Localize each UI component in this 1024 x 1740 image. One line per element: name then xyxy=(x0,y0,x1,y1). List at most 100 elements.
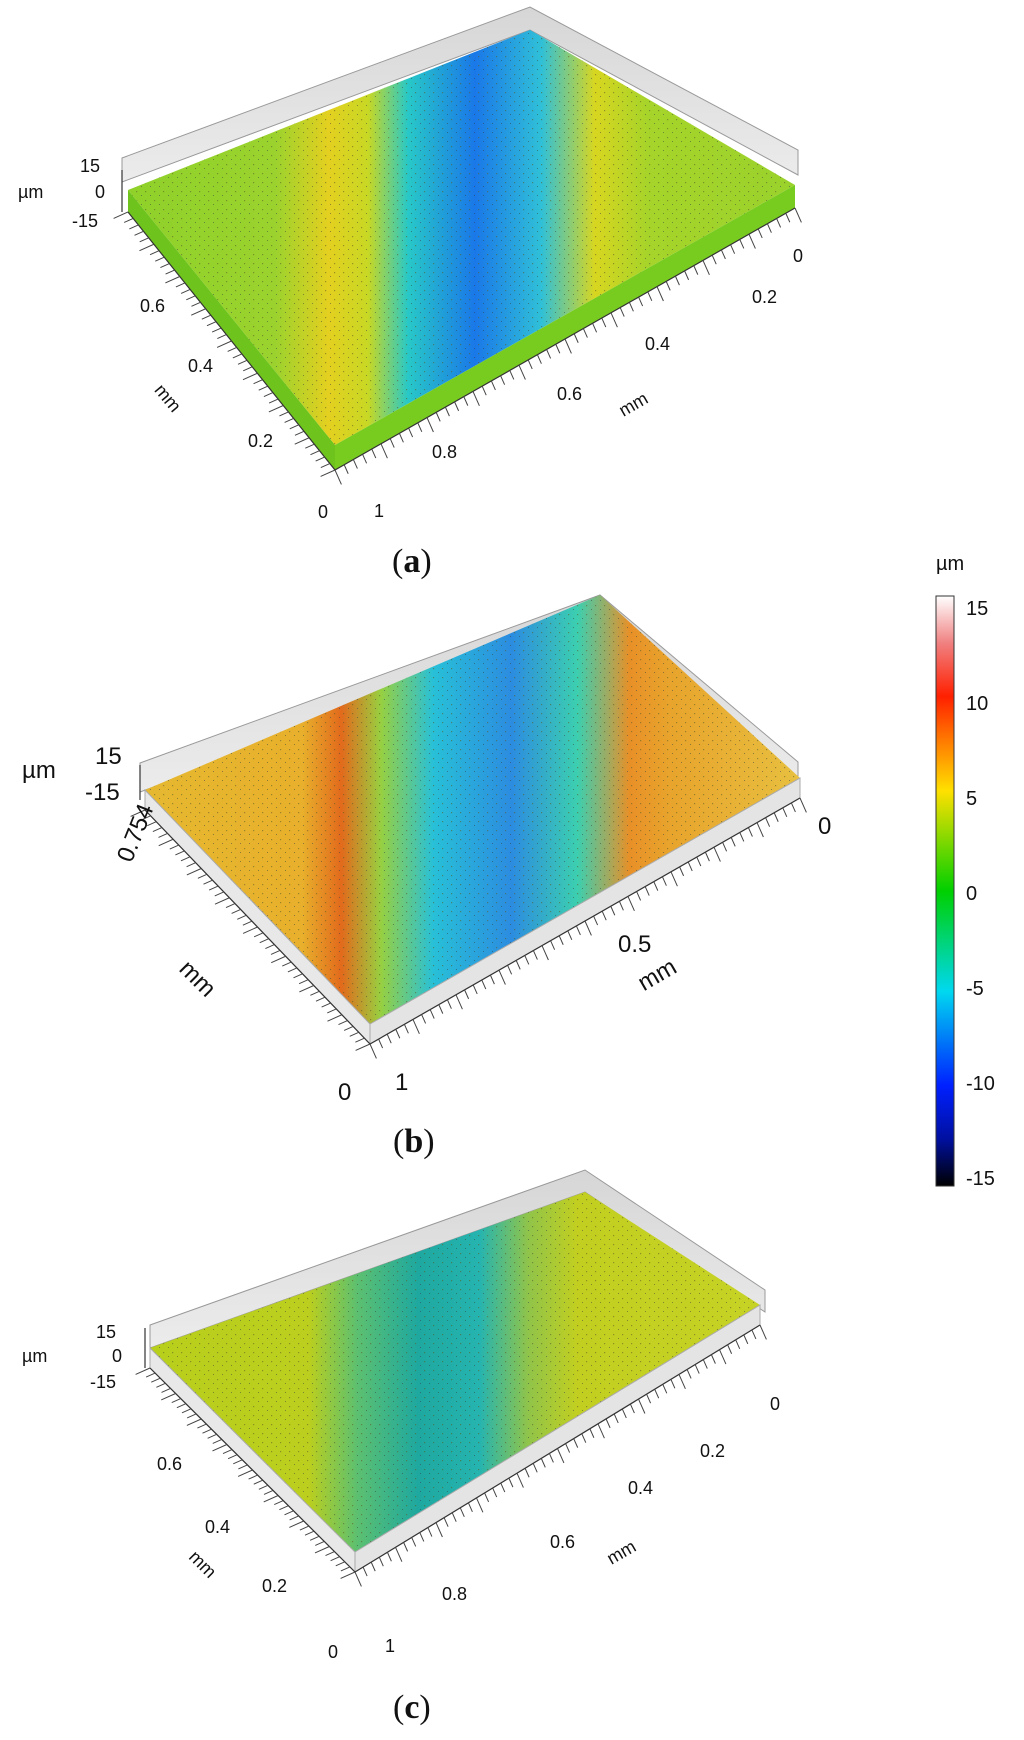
axis-tick-mark xyxy=(794,207,802,223)
y-unit: mm xyxy=(185,1547,220,1582)
axis-tick-mark xyxy=(203,879,213,885)
axis-tick-mark xyxy=(305,443,315,449)
axis-tick-mark xyxy=(208,885,219,891)
axis-tick-mark xyxy=(248,1474,258,1480)
axis-tick-mark xyxy=(315,1540,325,1546)
axis-tick-mark xyxy=(739,239,745,249)
y-unit: mm xyxy=(151,380,186,416)
axis-tick-mark xyxy=(597,1423,605,1439)
axis-tick-mark xyxy=(799,797,807,813)
axis-tick-mark xyxy=(258,1484,269,1490)
axis-tick-mark xyxy=(638,1398,646,1414)
axis-tick-mark xyxy=(298,979,309,985)
y-tick: 0.4 xyxy=(188,356,213,376)
axis-tick-mark xyxy=(557,1448,565,1464)
axis-tick-mark xyxy=(665,281,671,291)
axis-tick-mark xyxy=(165,269,175,275)
axis-tick-mark xyxy=(242,920,253,926)
axis-tick-mark xyxy=(759,1324,767,1340)
axis-tick-mark xyxy=(472,984,478,995)
axis-tick-mark xyxy=(289,1520,304,1528)
z-unit: µm xyxy=(18,182,43,202)
axis-tick-mark xyxy=(202,1428,212,1434)
panel-a: µm 15 0 -15 0.6 0.4 mm 0.2 0 1 0.8 0.6 m… xyxy=(18,6,803,580)
axis-tick-mark xyxy=(765,817,771,827)
axis-tick-mark xyxy=(656,286,664,302)
z-tick: 15 xyxy=(96,1322,116,1342)
axis-tick-mark xyxy=(629,1403,635,1414)
axis-tick-mark xyxy=(776,218,782,228)
axis-tick-mark xyxy=(214,897,230,905)
axis-tick-mark xyxy=(403,1542,409,1552)
axis-tick-mark xyxy=(158,838,174,847)
axis-tick-mark xyxy=(727,1344,733,1354)
axis-tick-mark xyxy=(573,1438,579,1448)
axis-tick-mark xyxy=(156,1382,166,1388)
x-tick: 0.6 xyxy=(550,1532,575,1552)
axis-tick-mark xyxy=(628,302,634,312)
axis-tick-mark xyxy=(747,827,753,837)
axis-tick-mark xyxy=(186,295,196,301)
axis-tick-mark xyxy=(548,1453,554,1463)
axis-tick-mark xyxy=(186,1418,202,1426)
axis-tick-mark xyxy=(509,370,515,380)
axis-tick-mark xyxy=(398,433,404,443)
y-tick: 0 xyxy=(328,1642,338,1662)
axis-tick-mark xyxy=(766,223,772,233)
axis-tick-mark xyxy=(362,1566,368,1577)
axis-tick-mark xyxy=(455,994,463,1010)
x-tick: 0.2 xyxy=(700,1441,725,1461)
axis-tick-mark xyxy=(613,1413,619,1424)
axis-tick-mark xyxy=(618,901,624,911)
axis-tick-mark xyxy=(206,321,217,327)
axis-tick-mark xyxy=(227,1454,238,1460)
axis-tick-mark xyxy=(343,464,349,474)
axis-tick-mark xyxy=(191,301,201,307)
axis-tick-mark xyxy=(212,1438,222,1444)
x-tick: 0.8 xyxy=(432,442,457,462)
axis-tick-mark xyxy=(355,1037,365,1043)
x-tick: 0 xyxy=(793,246,803,266)
y-tick: 0.2 xyxy=(262,1576,287,1596)
axis-tick-mark xyxy=(619,307,625,317)
axis-tick-mark xyxy=(293,973,303,979)
x-unit: mm xyxy=(615,388,651,420)
x-tick: 1 xyxy=(374,501,384,521)
axis-tick-mark xyxy=(165,276,180,284)
x-tick: 1 xyxy=(395,1069,408,1096)
axis-tick-mark xyxy=(435,412,441,422)
axis-tick-mark xyxy=(443,1517,449,1527)
y-tick: 0.6 xyxy=(157,1454,182,1474)
axis-tick-mark xyxy=(242,366,253,372)
axis-tick-mark xyxy=(186,862,196,868)
y-tick: 0.4 xyxy=(205,1517,230,1537)
axis-tick-mark xyxy=(176,1403,187,1409)
axis-tick-mark xyxy=(253,379,263,385)
axis-tick-mark xyxy=(674,275,680,286)
axis-tick-mark xyxy=(722,842,728,852)
caption-c: (c) xyxy=(393,1689,431,1726)
panel-b: µm 15 -15 0.754 mm 0 1 0.5 mm 0 (b) xyxy=(22,594,831,1160)
axis-tick-mark xyxy=(145,1372,156,1378)
axis-tick-mark xyxy=(582,328,588,338)
axis-tick-mark xyxy=(231,908,241,914)
axis-tick-mark xyxy=(451,1512,457,1522)
axis-tick-mark xyxy=(710,1354,716,1364)
axis-tick-mark xyxy=(161,1387,171,1393)
axis-tick-mark xyxy=(687,861,693,872)
axis-tick-mark xyxy=(217,334,227,340)
axis-tick-mark xyxy=(147,821,157,827)
axis-tick-mark xyxy=(330,1556,340,1562)
y-tick: 0 xyxy=(318,502,328,522)
axis-tick-mark xyxy=(321,1002,331,1008)
axis-tick-mark xyxy=(532,1463,538,1473)
axis-tick-mark xyxy=(258,385,268,391)
axis-tick-mark xyxy=(481,979,487,990)
panel-c: µm 15 0 -15 0.6 0.4 mm 0.2 0 1 0.8 0.6 m… xyxy=(22,1169,780,1726)
colorbar-gradient xyxy=(935,595,955,1187)
axis-tick-mark xyxy=(197,1423,207,1429)
axis-tick-mark xyxy=(216,340,232,348)
y-tick: 0.754 xyxy=(112,800,160,866)
axis-tick-mark xyxy=(237,1469,253,1477)
